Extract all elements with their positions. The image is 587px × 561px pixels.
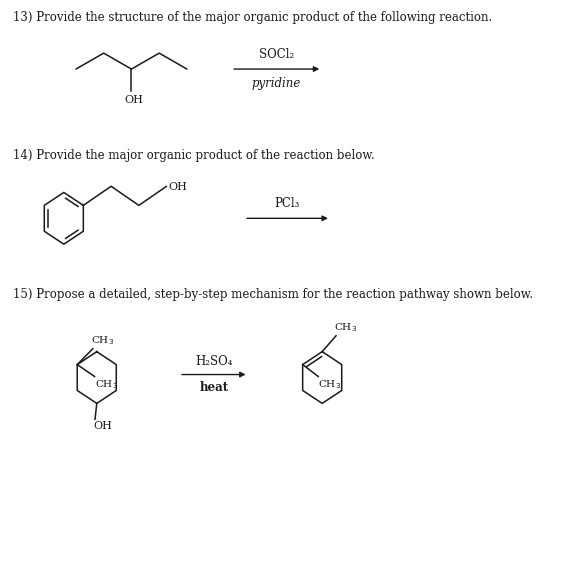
Text: CH$_3$: CH$_3$ <box>335 321 357 334</box>
Text: heat: heat <box>199 381 228 394</box>
Text: OH: OH <box>124 95 143 105</box>
Text: CH$_3$: CH$_3$ <box>95 379 118 392</box>
Text: CH$_3$: CH$_3$ <box>318 379 342 392</box>
Text: CH$_3$: CH$_3$ <box>91 334 114 347</box>
Text: SOCl₂: SOCl₂ <box>259 48 294 61</box>
Text: 14) Provide the major organic product of the reaction below.: 14) Provide the major organic product of… <box>13 149 375 162</box>
Text: 15) Propose a detailed, step-by-step mechanism for the reaction pathway shown be: 15) Propose a detailed, step-by-step mec… <box>13 288 533 301</box>
Text: H₂SO₄: H₂SO₄ <box>195 355 232 367</box>
Text: PCl₃: PCl₃ <box>275 197 300 210</box>
Text: 13) Provide the structure of the major organic product of the following reaction: 13) Provide the structure of the major o… <box>13 11 492 24</box>
Text: pyridine: pyridine <box>252 77 301 90</box>
Text: OH: OH <box>168 182 187 192</box>
Text: OH: OH <box>93 421 112 431</box>
